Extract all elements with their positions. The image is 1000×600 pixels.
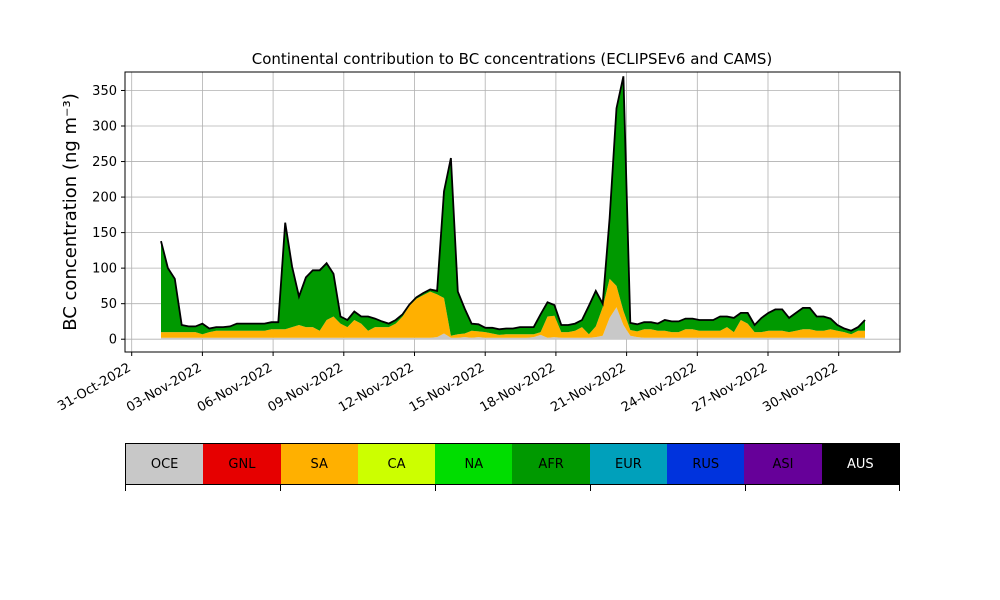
- legend-item-gnl: GNL: [203, 444, 281, 484]
- x-tick-label: 24-Nov-2022: [619, 360, 699, 415]
- y-tick-label: 200: [92, 191, 117, 206]
- x-tick-label: 31-Oct-2022: [55, 360, 133, 414]
- legend-item-rus: RUS: [667, 444, 745, 484]
- area-sa: [161, 278, 865, 338]
- legend-item-ca: CA: [357, 444, 436, 484]
- legend-item-na: NA: [435, 444, 513, 484]
- legend-item-afr: AFR: [512, 444, 590, 484]
- y-tick-label: 0: [109, 333, 117, 348]
- x-tick-label: 27-Nov-2022: [690, 360, 770, 415]
- x-tick-label: 03-Nov-2022: [124, 360, 204, 415]
- colorbar-tick: [435, 485, 436, 491]
- y-tick-label: 350: [92, 84, 117, 99]
- x-axis-ticks: 31-Oct-202203-Nov-202206-Nov-202209-Nov-…: [55, 352, 841, 415]
- legend-item-eur: EUR: [589, 444, 668, 484]
- legend-label: SA: [310, 456, 328, 472]
- x-tick-label: 15-Nov-2022: [407, 360, 487, 415]
- y-axis-ticks: 0 50 100 150 200 250 300 350: [92, 84, 125, 348]
- grid-lines: [125, 72, 900, 352]
- x-tick-label: 18-Nov-2022: [478, 360, 558, 415]
- legend-label: OCE: [150, 456, 179, 472]
- colorbar-tick: [125, 485, 126, 491]
- total-line: [160, 76, 866, 332]
- legend-item-oce: OCE: [126, 444, 204, 484]
- colorbar-legend: OCE GNL SA CA NA AFR EUR RUS ASI AUS: [125, 443, 900, 485]
- legend-label: EUR: [615, 456, 642, 472]
- colorbar-tick: [899, 485, 900, 491]
- legend-label: RUS: [692, 456, 720, 472]
- legend-item-asi: ASI: [744, 444, 822, 484]
- y-tick-label: 250: [92, 155, 117, 170]
- legend-item-sa: SA: [280, 444, 358, 484]
- y-axis-label: BC concentration (ng m⁻³): [60, 93, 81, 331]
- x-tick-label: 21-Nov-2022: [548, 360, 628, 415]
- legend-label: AUS: [846, 456, 874, 472]
- y-tick-label: 150: [92, 226, 117, 241]
- colorbar-tick: [590, 485, 591, 491]
- plot-frame: [124, 71, 901, 353]
- stacked-areas: [160, 76, 866, 340]
- x-tick-label: 30-Nov-2022: [760, 360, 840, 415]
- y-tick-label: 300: [92, 120, 117, 135]
- legend-item-aus: AUS: [821, 444, 899, 484]
- legend-label: CA: [387, 456, 406, 472]
- legend-label: NA: [464, 456, 484, 472]
- colorbar-tick: [280, 485, 281, 491]
- chart-title: Continental contribution to BC concentra…: [252, 50, 773, 68]
- y-tick-label: 50: [100, 297, 117, 312]
- y-tick-label: 100: [92, 262, 117, 277]
- legend-label: ASI: [772, 456, 794, 472]
- x-tick-label: 06-Nov-2022: [195, 360, 275, 415]
- x-tick-label: 09-Nov-2022: [266, 360, 346, 415]
- legend-label: GNL: [228, 456, 256, 472]
- colorbar-ticks: [125, 485, 900, 491]
- x-tick-label: 12-Nov-2022: [336, 360, 416, 415]
- legend-label: AFR: [538, 456, 564, 472]
- area-afr: [161, 76, 865, 336]
- area-aus: [161, 76, 865, 331]
- colorbar-tick: [745, 485, 746, 491]
